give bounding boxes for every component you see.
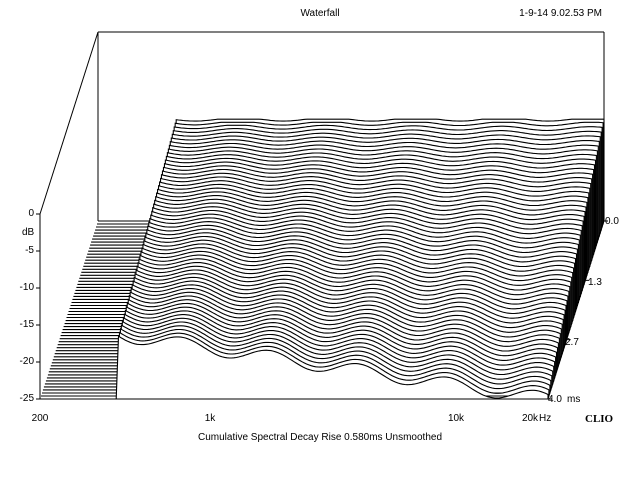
brand-logo: CLIO: [585, 413, 614, 425]
y-tick: -25: [19, 393, 34, 404]
z-axis-unit: ms: [567, 394, 581, 405]
y-tick: -20: [19, 356, 34, 367]
decay-slice: [40, 335, 549, 400]
y-tick: -10: [19, 282, 34, 293]
x-tick: 1k: [204, 413, 216, 424]
y-tick: 0: [28, 208, 34, 219]
x-tick: 20k: [521, 413, 539, 424]
chart-caption: Cumulative Spectral Decay Rise 0.580ms U…: [198, 432, 442, 443]
z-tick: 0.0: [605, 216, 619, 227]
y-tick: -5: [25, 245, 34, 256]
z-tick: 4.0: [548, 394, 562, 405]
chart-title: Waterfall: [300, 8, 340, 19]
frame-line: [39, 31, 99, 215]
plot-frame: [36, 31, 608, 400]
z-tick: 1.3: [588, 277, 602, 288]
frame-line: [547, 220, 605, 400]
x-axis-unit: Hz: [539, 413, 552, 424]
x-tick: 10k: [447, 413, 465, 424]
decay-slices: [40, 118, 605, 400]
x-tick: 200: [31, 413, 49, 424]
y-axis-label: dB: [22, 227, 35, 238]
y-tick: -15: [19, 319, 34, 330]
timestamp: 1-9-14 9.02.53 PM: [519, 8, 602, 19]
z-tick: 2.7: [565, 337, 579, 348]
